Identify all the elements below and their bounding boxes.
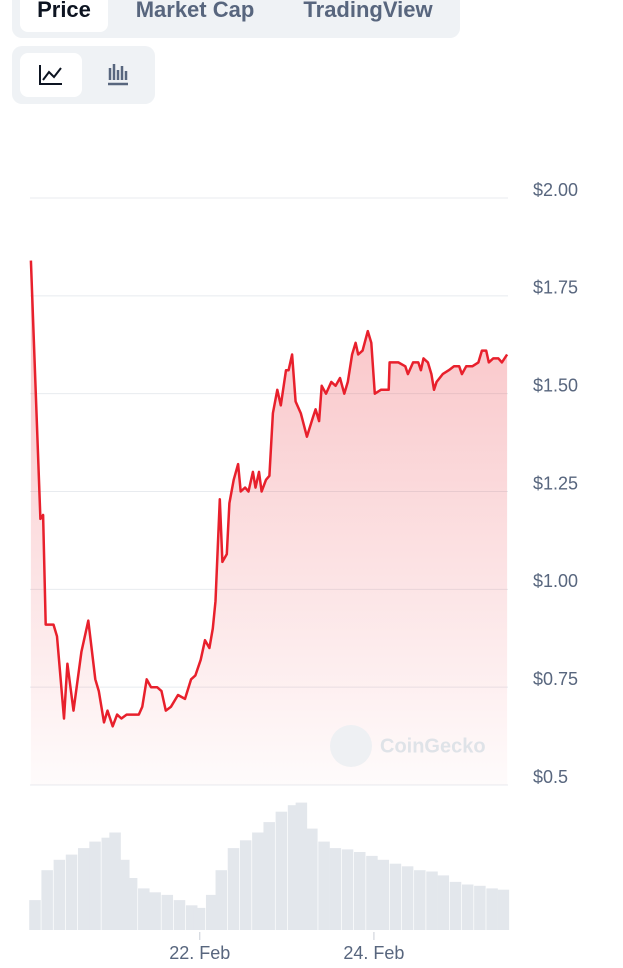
volume-bar [306,828,318,930]
volume-bar [185,905,198,930]
volume-bar [353,852,366,930]
x-tick-label: 22. Feb [169,943,230,963]
volume-bar [449,881,462,930]
watermark-text: CoinGecko [380,735,486,757]
watermark: CoinGecko [330,725,486,767]
volume-bar [341,849,354,930]
plot: $0.5 $0.75 $1.00 $1.25 $1.50 $1.75 $2.00 22. Fe… [29,180,578,963]
volume-bar [101,837,113,930]
volume-bar [109,832,121,930]
tab[interactable]: TradingView [303,0,433,22]
volume-bar [401,866,414,930]
volume-bar [329,848,342,930]
volume-bar [275,811,288,930]
volume-bar [125,878,138,930]
tab-bar [12,0,460,38]
volume-bar [437,875,450,930]
volume-bar [173,900,186,930]
y-tick-label: $1.75 [533,278,578,298]
tab[interactable]: Market Cap [136,0,255,22]
volume-bar [161,894,174,930]
volume-bar [227,848,240,930]
volume-bar [497,889,510,930]
candle-icon[interactable] [108,64,128,86]
volume-bar [474,885,486,930]
volume-bar [193,907,206,930]
volume-bar [138,888,150,930]
volume-bar [89,841,101,930]
volume-bar [239,840,252,930]
volume-bar [149,892,161,930]
volume-bar [389,863,402,930]
price-line [29,260,509,728]
y-tick-label: $0.5 [533,767,568,787]
y-tick-label: $0.75 [533,669,578,689]
volume-bar [287,805,300,930]
y-tick-label: $1.00 [533,571,578,591]
volume-bar [377,859,389,930]
volume-bar [295,802,308,930]
volume-bar [77,848,90,930]
volume-bar [65,854,78,930]
volume-bar [318,841,330,930]
volume-bar [29,900,41,930]
volume-bar [118,859,130,930]
volume-bar [263,822,275,930]
volume-bar [426,871,438,930]
tab[interactable]: Price [37,0,91,22]
tab-selected-bg [20,0,108,32]
volume-bar [53,859,66,930]
line-icon [39,65,62,85]
volume-bar [461,884,474,930]
volume-bar [414,870,426,930]
y-tick-label: $2.00 [533,180,578,200]
y-tick-label: $1.50 [533,375,578,395]
price-area [30,260,508,786]
y-tick-label: $1.25 [533,473,578,493]
volume-bar [215,870,228,930]
volume-bar [366,855,378,930]
volume-bar [486,888,498,930]
volume-bar [205,894,218,930]
volume-bar [41,870,53,930]
x-tick-label: 24. Feb [343,943,404,963]
volume-bar [252,832,264,930]
